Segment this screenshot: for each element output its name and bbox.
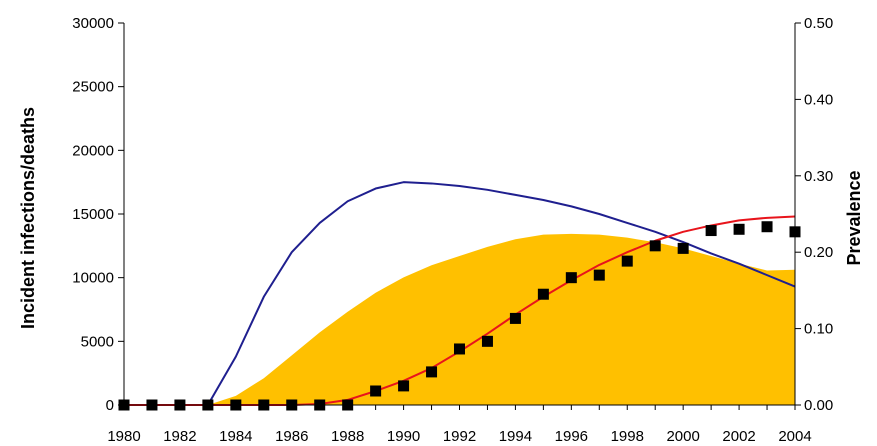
y-right-tick-label: 0.40: [804, 91, 833, 108]
y-left-tick-label: 25000: [72, 79, 114, 96]
data-point: [426, 366, 438, 378]
y-right-tick-label: 0.00: [804, 397, 833, 414]
line-series-1: [124, 181, 796, 406]
data-point: [649, 240, 661, 252]
x-tick-label: 1998: [611, 428, 644, 445]
x-tick-label: 1988: [331, 428, 364, 445]
y-left-tick-label: 5000: [81, 333, 114, 350]
y-left-tick-label: 20000: [72, 142, 114, 159]
x-tick-label: 2002: [722, 428, 755, 445]
y-right-tick-label: 0.30: [804, 168, 833, 185]
data-point: [593, 269, 605, 281]
data-point: [454, 343, 465, 355]
x-tick-label: 1984: [219, 428, 252, 445]
data-point: [621, 255, 633, 267]
x-tick-label: 1990: [387, 428, 420, 445]
x-tick-label: 1982: [163, 428, 196, 445]
data-point: [509, 312, 521, 324]
data-point: [705, 225, 717, 237]
data-point: [761, 221, 773, 233]
area-series: [207, 233, 795, 405]
x-tick-label: 2000: [666, 428, 699, 445]
x-tick-label: 1986: [275, 428, 308, 445]
y-left-tick-label: 30000: [72, 15, 114, 32]
x-tick-label: 1992: [443, 428, 476, 445]
y-left-tick-label: 0: [106, 397, 114, 414]
x-tick-label: 1994: [499, 428, 532, 445]
x-tick-label: 2004: [778, 428, 811, 445]
axes: 0 5000 10000 15000 20000 25000 30000 0.00 0.10 0.…: [72, 15, 833, 445]
data-point: [733, 223, 745, 235]
data-point: [677, 242, 689, 254]
y-axis-right-title: Prevalence: [844, 170, 864, 265]
data-point: [537, 288, 549, 300]
y-axis-left-title: Incident infections/deaths: [18, 107, 38, 329]
data-point: [370, 385, 382, 397]
y-right-tick-label: 0.50: [804, 15, 833, 32]
y-right-tick-label: 0.20: [804, 244, 833, 261]
y-left-tick-label: 15000: [72, 206, 114, 223]
data-point: [481, 335, 493, 347]
y-right-tick-label: 0.10: [804, 321, 833, 338]
x-tick-label: 1996: [555, 428, 588, 445]
prevalence-area: [207, 233, 795, 405]
x-tick-label: 1980: [107, 428, 140, 445]
data-point: [398, 380, 410, 392]
y-left-tick-label: 10000: [72, 270, 114, 287]
data-point: [565, 272, 577, 284]
